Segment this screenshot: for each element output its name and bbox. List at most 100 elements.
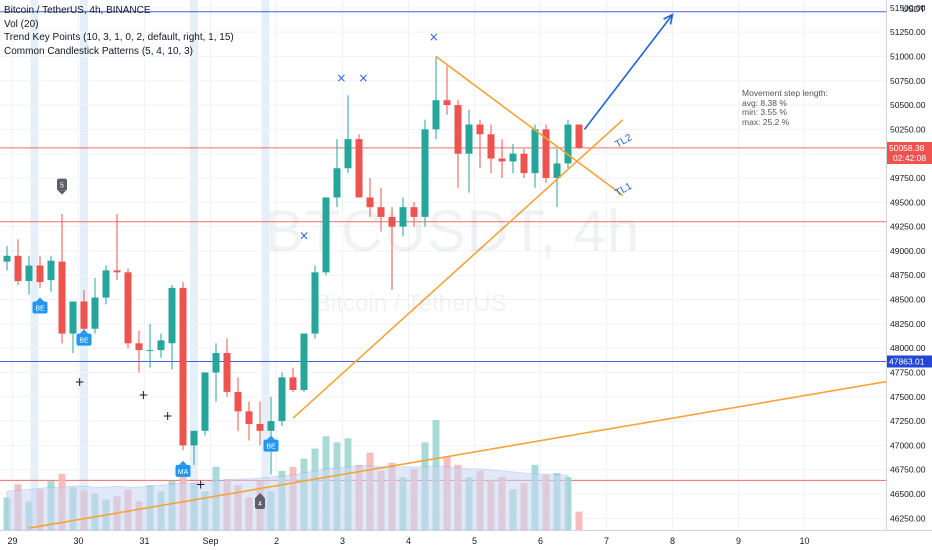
pattern-label-pointer: [267, 435, 275, 440]
candle-body: [25, 265, 33, 282]
candle-body: [564, 124, 572, 164]
price-tick-label: 50250.00: [890, 124, 926, 134]
candle-body: [201, 372, 209, 431]
candle-body: [443, 100, 451, 106]
candle-body: [333, 168, 341, 198]
pattern-label-box: [57, 178, 67, 191]
price-tag-text: 50058.38: [889, 143, 925, 153]
pattern-label-text: 4: [258, 501, 262, 508]
pattern-label-box: [263, 439, 279, 452]
pattern-label: 5: [57, 178, 67, 195]
trend-line: [435, 55, 624, 197]
candle-body: [300, 333, 308, 390]
price-tick-label: 49750.00: [890, 173, 926, 183]
time-tick-label: Sep: [202, 536, 218, 546]
time-tick-label: 3: [340, 536, 345, 546]
cross-marker: ×: [299, 228, 309, 242]
time-tick-label: 30: [73, 536, 83, 546]
candle-body: [223, 353, 231, 392]
session-band: [30, 0, 39, 530]
candle-body: [476, 124, 484, 135]
candle-body: [432, 100, 440, 130]
plus-marker: +: [75, 375, 85, 389]
candle-body: [531, 129, 539, 174]
stats-min: min: 3.55 %: [742, 107, 787, 117]
candle-body: [509, 153, 517, 162]
time-tick-label: 31: [139, 536, 149, 546]
price-tick-label: 46250.00: [890, 513, 926, 523]
volume-bar: [575, 511, 583, 530]
session-band: [190, 0, 198, 530]
price-tick-label: 50750.00: [890, 76, 926, 86]
chart-legend: Bitcoin / TetherUS, 4h, BINANCE Vol (20)…: [4, 4, 234, 58]
currency-label: USDT: [902, 4, 925, 14]
symbol-title[interactable]: Bitcoin / TetherUS, 4h, BINANCE: [4, 5, 151, 16]
price-tick-label: 51000.00: [890, 51, 926, 61]
pattern-label-pointer: [179, 460, 187, 465]
pattern-label: BE: [32, 297, 48, 314]
pattern-label: BE: [263, 435, 279, 452]
trend-line: [292, 119, 624, 419]
pattern-label-box: [175, 464, 191, 477]
price-tick-label: 47000.00: [890, 440, 926, 450]
indicator-candlestick-patterns[interactable]: Common Candlestick Patterns (5, 4, 10, 3…: [4, 45, 193, 57]
price-tick-label: 50500.00: [890, 100, 926, 110]
candle-body: [322, 197, 330, 273]
candle-body: [212, 353, 220, 373]
indicator-volume[interactable]: Vol (20): [4, 18, 39, 30]
candle-body: [168, 287, 176, 344]
candle-body: [399, 207, 407, 227]
candle-body: [388, 216, 396, 227]
candle-body: [575, 124, 583, 148]
pattern-label: 4: [255, 492, 265, 509]
pattern-label-box: [32, 301, 48, 314]
candle-body: [311, 272, 319, 334]
candle-body: [69, 301, 77, 334]
candle-body: [124, 272, 132, 344]
candle-body: [454, 105, 462, 154]
pattern-label-text: BE: [79, 338, 89, 345]
pattern-label-pointer: [80, 329, 88, 334]
candle-body: [289, 377, 297, 390]
candle-body: [542, 129, 550, 178]
candle-body: [344, 139, 352, 169]
pattern-label-pointer: [256, 492, 264, 497]
price-tick-label: 46750.00: [890, 465, 926, 475]
candle-body: [157, 340, 165, 351]
pattern-label-pointer: [58, 190, 66, 195]
price-tag: [887, 142, 932, 165]
indicator-trend-key-points[interactable]: Trend Key Points (10, 3, 1, 0, 2, defaul…: [4, 32, 234, 43]
projection-arrow: [583, 14, 674, 130]
watermark-name: Bitcoin / TetherUS: [315, 290, 507, 317]
candle-body: [234, 391, 242, 412]
cross-marker: ×: [429, 30, 439, 44]
cross-marker: ×: [336, 71, 346, 85]
time-tick-label: 5: [472, 536, 477, 546]
candle-body: [410, 207, 418, 217]
pattern-label-text: MA: [178, 469, 189, 476]
price-tick-label: 48250.00: [890, 319, 926, 329]
candle-body: [366, 197, 374, 208]
price-tick-label: 49250.00: [890, 222, 926, 232]
candle-body: [256, 424, 264, 431]
candle-body: [421, 129, 429, 217]
time-tick-label: 2: [274, 536, 279, 546]
time-tick-label: 6: [538, 536, 543, 546]
price-tick-label: 48500.00: [890, 295, 926, 305]
candle-body: [278, 377, 286, 422]
watermark-ticker: BTCUSDT, 4h: [265, 199, 641, 264]
candle-body: [267, 421, 275, 431]
trend-line: [28, 380, 886, 529]
price-tick-label: 47250.00: [890, 416, 926, 426]
candle-body: [179, 287, 187, 446]
candle-body: [520, 153, 528, 174]
candle-body: [377, 207, 385, 217]
candle-body: [487, 134, 495, 159]
stats-avg: avg: 8.38 %: [742, 97, 787, 108]
price-tick-label: 51250.00: [890, 27, 926, 37]
candle-body: [36, 265, 44, 283]
session-band: [80, 0, 88, 530]
candle-body: [498, 158, 506, 162]
